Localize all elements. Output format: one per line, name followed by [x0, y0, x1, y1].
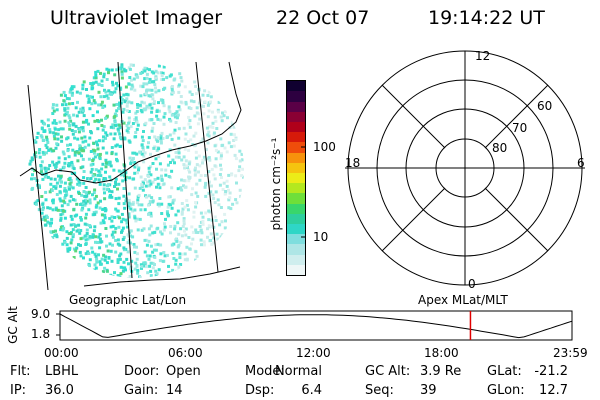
app-title: Ultraviolet Imager — [50, 7, 223, 29]
status-value: 36.0 — [45, 383, 74, 398]
status-key: IP: — [10, 383, 27, 398]
color-scale-segment — [287, 264, 305, 275]
color-scale-segment — [287, 172, 305, 184]
status-key: Gain: — [124, 383, 159, 398]
status-key: Door: — [124, 364, 160, 379]
color-scale-segment — [287, 121, 305, 133]
status-value: 39 — [420, 383, 437, 398]
status-value: -21.2 — [534, 364, 568, 379]
status-value: 14 — [166, 383, 183, 398]
x-tick-0: 00:00 — [44, 346, 79, 360]
time-readout: 19:14:22 UT — [428, 7, 545, 29]
geographic-label: Geographic Lat/Lon — [69, 293, 187, 307]
status-key: Mode: — [245, 364, 285, 379]
color-scale-segment — [287, 162, 305, 173]
mlt-label-6: 6 — [577, 156, 585, 170]
color-scale-segment — [287, 244, 305, 255]
color-scale-segment — [287, 91, 305, 102]
color-scale-segment — [287, 152, 305, 163]
x-tick-4: 23:59 — [553, 346, 588, 360]
mlt-label-18: 18 — [345, 156, 361, 170]
status-key: Dsp: — [245, 383, 275, 398]
apex-label: Apex MLat/MLT — [418, 293, 508, 307]
color-scale-segment — [287, 81, 305, 92]
status-key: Seq: — [365, 383, 394, 398]
mlat-label-80: 80 — [492, 141, 508, 155]
mlt-label-0: 0 — [468, 277, 476, 291]
color-scale-segment — [287, 254, 305, 265]
mlat-label-70: 70 — [512, 121, 528, 135]
x-tick-1: 06:00 — [168, 346, 203, 360]
color-scale-segment — [287, 193, 305, 204]
altitude-axis-label: GC Alt — [6, 306, 20, 344]
x-tick-3: 18:00 — [424, 346, 459, 360]
color-scale-segment — [287, 234, 305, 245]
color-scale-segment — [287, 111, 305, 122]
color-scale-segment — [287, 203, 305, 214]
status-key: GC Alt: — [365, 364, 411, 379]
color-scale-segment — [287, 213, 305, 224]
geographic-grid-lines — [19, 61, 242, 291]
mlt-label-12: 12 — [475, 49, 491, 63]
status-value: Normal — [274, 364, 322, 379]
date-readout: 22 Oct 07 — [276, 7, 370, 29]
status-value: LBHL — [45, 364, 79, 379]
color-scale-segment — [287, 183, 305, 194]
altitude-ymax: 9.0 — [31, 307, 51, 321]
color-scale-bar — [286, 80, 306, 276]
status-value: 6.4 — [301, 383, 322, 398]
color-scale-segment — [287, 142, 305, 153]
mlat-label-60: 60 — [537, 99, 553, 113]
color-scale-segment — [287, 223, 305, 235]
status-value: Open — [166, 364, 201, 379]
status-value: 3.9 Re — [420, 364, 462, 379]
color-scale-segment — [287, 132, 305, 143]
color-scale-label-10: 10 — [313, 230, 329, 244]
altitude-curve — [59, 313, 573, 339]
status-value: 12.7 — [539, 383, 568, 398]
altitude-ymin: 1.8 — [31, 327, 51, 341]
color-scale-label-100: 100 — [313, 140, 336, 154]
status-key: GLon: — [487, 383, 525, 398]
status-key: GLat: — [487, 364, 522, 379]
status-key: Flt: — [10, 364, 31, 379]
x-tick-2: 12:00 — [296, 346, 331, 360]
color-scale-segment — [287, 101, 305, 112]
